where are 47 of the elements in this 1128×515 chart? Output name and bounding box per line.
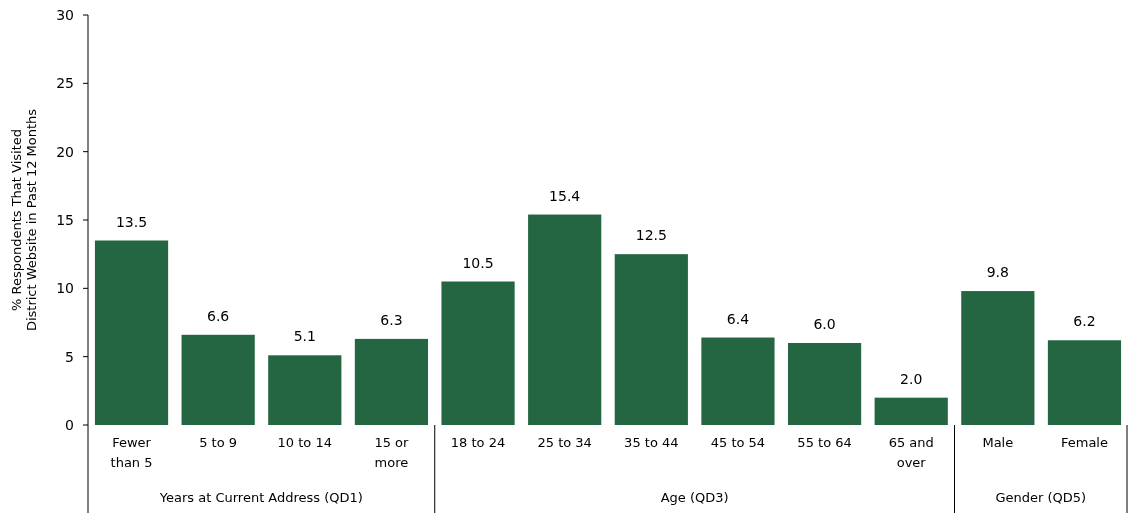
text: Gender (QD5) — [995, 490, 1087, 505]
y-tick-label: 5 — [65, 348, 74, 365]
data-label: 6.3 — [380, 311, 403, 328]
bar — [528, 214, 602, 425]
bar — [787, 343, 862, 425]
x-tick-label: 65 and over — [888, 435, 934, 470]
bar — [181, 334, 255, 425]
y-tick-label: 10 — [56, 280, 74, 297]
data-label: 6.0 — [813, 316, 836, 332]
x-tick-label: 45 to 54 — [710, 435, 766, 450]
data-label: 9.8 — [986, 264, 1009, 281]
data-label: 6.2 — [1073, 313, 1096, 330]
bar — [441, 281, 515, 425]
y-tick-label: 0 — [65, 416, 74, 433]
text: Age (QD3) — [660, 490, 729, 505]
data-label: 6.6 — [207, 307, 230, 324]
data-label: 10.5 — [462, 254, 494, 271]
bar — [614, 254, 688, 425]
x-tick-label: 25 to 34 — [537, 435, 592, 450]
y-tick-label: 30 — [56, 6, 74, 23]
x-tick-label: Female — [1060, 435, 1108, 450]
text: Years at Current Address (QD1) — [158, 490, 363, 505]
bar — [874, 397, 948, 425]
x-tick-label: Male — [982, 435, 1014, 450]
x-tick-label: 35 to 44 — [624, 435, 679, 450]
y-tick-label: 20 — [56, 143, 74, 160]
bar — [268, 355, 342, 425]
data-label: 2.0 — [900, 370, 923, 387]
data-label: 13.5 — [115, 213, 148, 230]
bar — [354, 338, 429, 425]
y-tick-label: 15 — [56, 211, 74, 228]
data-label: 5.1 — [293, 328, 316, 345]
x-tick-label: 18 to 24 — [450, 435, 506, 450]
x-tick-label: 10 to 14 — [277, 435, 332, 450]
y-tick-label: 25 — [56, 75, 74, 92]
x-tick-label: 55 to 64 — [797, 435, 852, 450]
bar — [701, 337, 775, 425]
x-tick-label: 15 or more — [374, 435, 410, 470]
bar — [961, 291, 1035, 425]
x-tick-label: Fewer than 5 — [110, 435, 153, 470]
y-axis-title: % Respondents That Visited District Website in Past 12 Months — [8, 108, 40, 332]
x-tick-label: 5 to 9 — [199, 435, 238, 450]
bar — [94, 240, 169, 425]
bar — [1047, 340, 1122, 425]
data-label: 15.4 — [549, 187, 581, 204]
data-label: 6.4 — [726, 310, 750, 327]
data-label: 12.5 — [635, 227, 667, 244]
